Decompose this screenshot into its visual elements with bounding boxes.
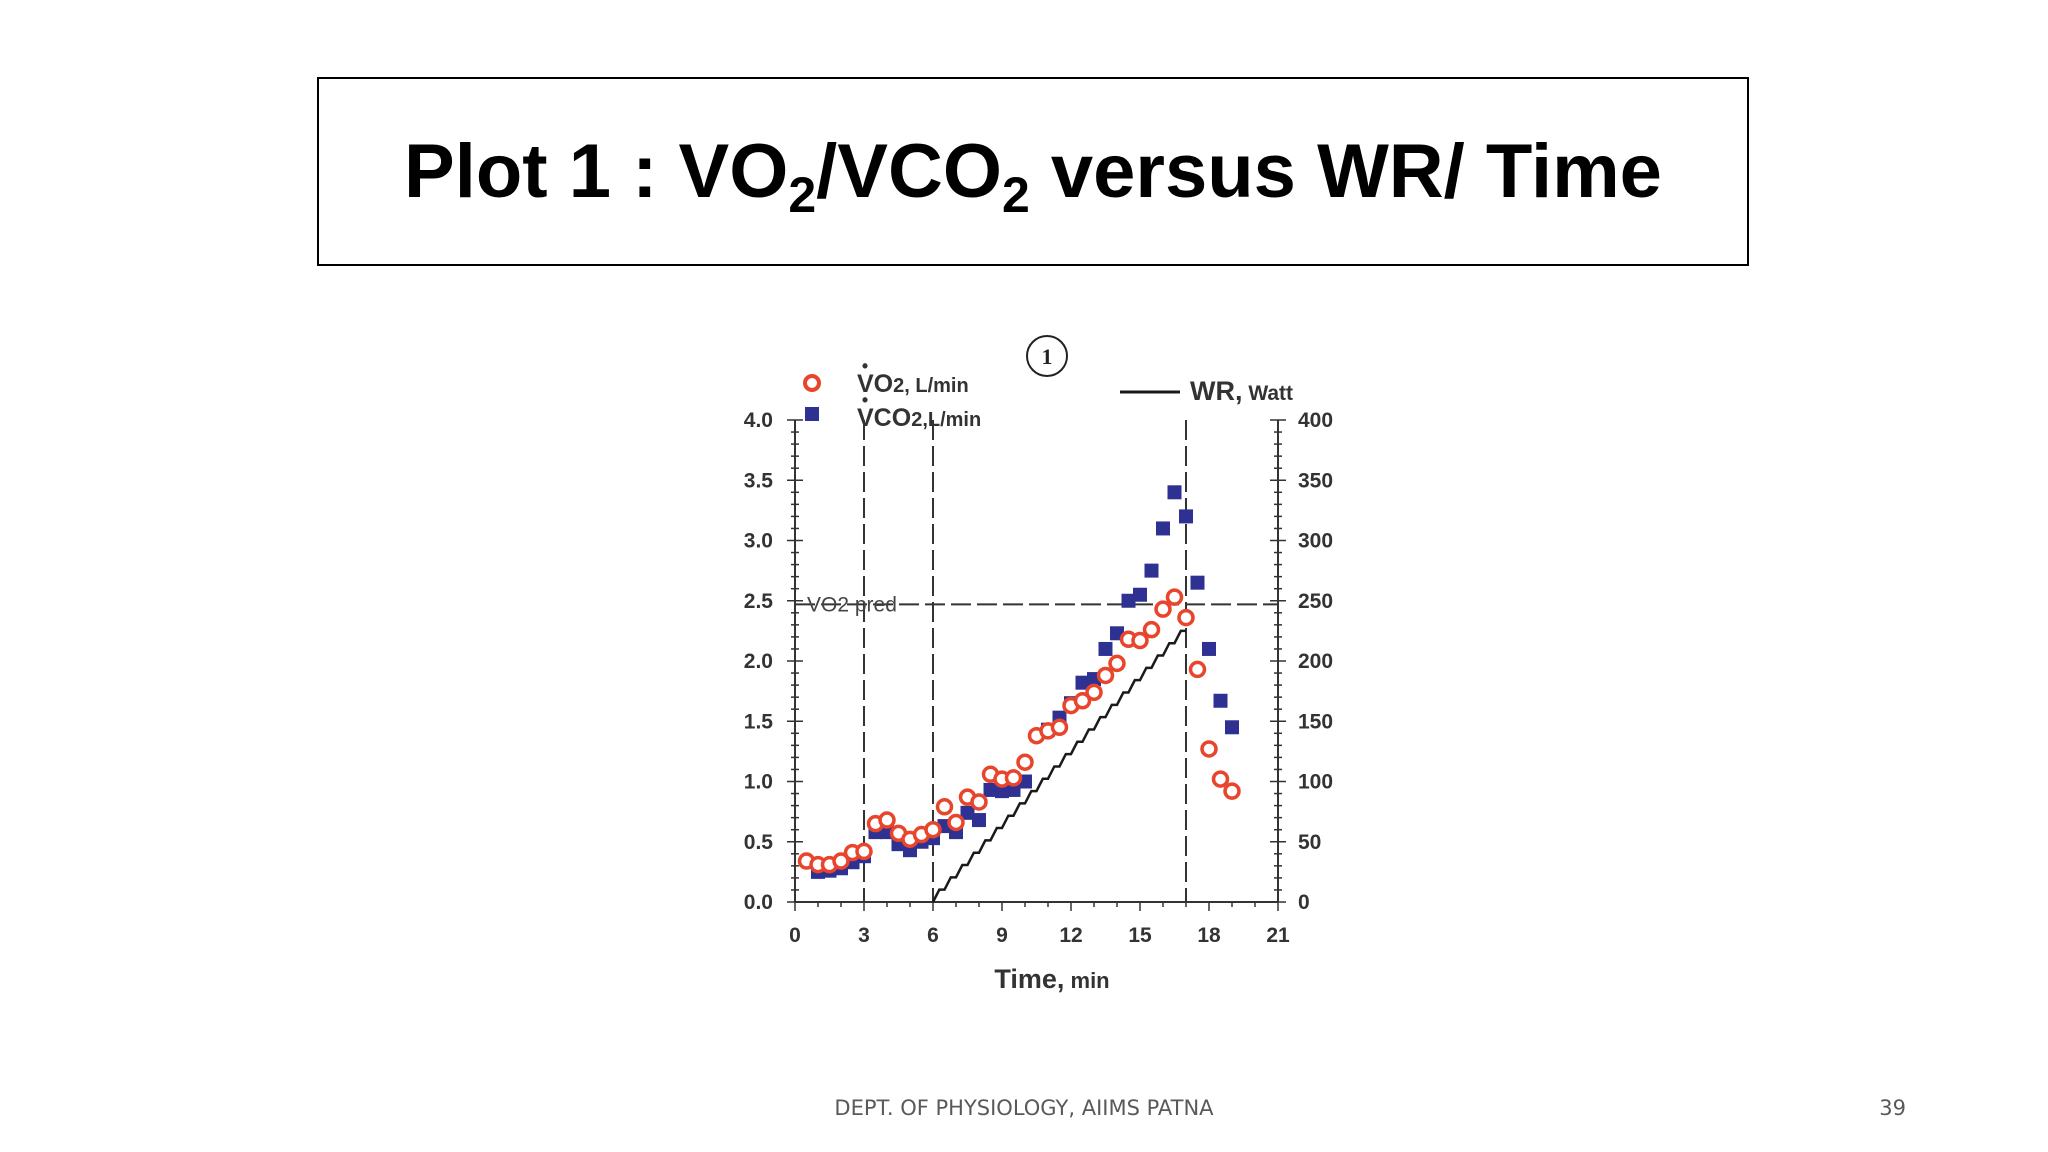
- wr-line: [931, 629, 1186, 903]
- y-right-tick-label: 150: [1298, 710, 1333, 733]
- vo2-series: [797, 588, 1241, 874]
- vo2-point: [832, 852, 850, 870]
- vco2-point: [960, 805, 975, 820]
- vo2-point: [970, 793, 988, 811]
- y-left-tick-label: 0.5: [744, 831, 774, 854]
- vo2-point: [1073, 692, 1092, 710]
- vco2-point: [1144, 563, 1159, 578]
- vo2-vco2-wr-chart: 1 • VO2, L/min • VCO2,L/min WR, Watt 0.0…: [744, 335, 1333, 994]
- vo2-point: [855, 842, 873, 861]
- slide-title: Plot 1 : VO2/VCO2 versus WR/ Time: [404, 129, 1662, 223]
- vo2-point: [1096, 666, 1115, 685]
- vo2-pred-annotation: VO2 pred: [807, 593, 897, 616]
- vco2-point: [983, 782, 998, 797]
- x-tick-label: 15: [1128, 924, 1152, 947]
- vco2-point: [1098, 641, 1113, 656]
- vco2-point: [1167, 485, 1182, 500]
- vo2-point: [878, 811, 896, 829]
- y-left-tick-label: 1.5: [744, 710, 774, 733]
- legend-vo2-dot: •: [862, 356, 868, 376]
- vco2-point: [1075, 675, 1090, 690]
- y-right-tick-label: 350: [1298, 469, 1333, 492]
- y-right-tick-label: 50: [1298, 831, 1321, 854]
- vco2-point: [1179, 509, 1193, 524]
- legend-vo2-marker: [803, 374, 821, 392]
- panel-marker-circle: [1026, 335, 1068, 377]
- x-tick-label: 9: [996, 924, 1008, 947]
- x-tick-label: 3: [858, 924, 870, 947]
- vo2-point: [1108, 654, 1126, 673]
- y-left-tick-label: 3.5: [744, 469, 774, 492]
- x-tick-label: 12: [1059, 924, 1082, 947]
- vo2-point: [1211, 770, 1230, 788]
- x-tick-label: 0: [789, 924, 801, 947]
- vo2-point: [1004, 769, 1023, 787]
- legend: • VO2, L/min • VCO2,L/min WR, Watt: [803, 356, 1293, 432]
- vo2-point: [1223, 782, 1241, 800]
- y-left-tick-label: 3.0: [744, 530, 773, 553]
- vo2-point: [1016, 753, 1034, 771]
- vco2-point: [1202, 641, 1216, 656]
- x-tick-label: 18: [1197, 924, 1221, 947]
- footer: DEPT. OF PHYSIOLOGY, AIIMS PATNA: [834, 1096, 1214, 1120]
- vo2-point: [1200, 740, 1218, 758]
- legend-wr-label: WR, Watt: [1190, 376, 1293, 406]
- vco2-point: [995, 784, 1009, 799]
- legend-vo2-label: VO2, L/min: [857, 370, 969, 398]
- wr-series: [931, 629, 1186, 903]
- y-left-tick-label: 0.0: [744, 891, 773, 914]
- title-box: Plot 1 : VO2/VCO2 versus WR/ Time: [317, 77, 1749, 266]
- y-right-tick-label: 400: [1298, 409, 1333, 432]
- vco2-point: [1133, 587, 1147, 602]
- vco2-point: [1121, 593, 1136, 608]
- y-left-tick-label: 4.0: [744, 409, 773, 432]
- vo2-point: [1165, 588, 1184, 606]
- x-tick-label: 21: [1266, 924, 1290, 947]
- vo2-point: [1188, 660, 1207, 679]
- y-right-tick-label: 200: [1298, 650, 1333, 673]
- vo2-point: [1142, 620, 1161, 639]
- x-axis-label: Time, min: [994, 964, 1109, 994]
- vco2-point: [1156, 521, 1170, 536]
- page-number: 39: [1879, 1096, 1906, 1120]
- vco2-point: [1225, 720, 1239, 735]
- y-right-tick-label: 100: [1298, 771, 1333, 794]
- vo2-point: [1085, 683, 1103, 702]
- vo2-point: [1131, 631, 1149, 650]
- vco2-point: [1190, 575, 1205, 590]
- panel-marker: 1: [1042, 344, 1053, 369]
- x-tick-label: 6: [927, 924, 939, 947]
- axes: 0.00.51.01.52.02.53.03.54.00501001502002…: [744, 409, 1333, 947]
- vo2-point: [1177, 608, 1195, 627]
- vo2-point: [935, 798, 954, 816]
- legend-vco2-dot: •: [862, 390, 868, 410]
- y-left-tick-label: 1.0: [744, 771, 773, 794]
- vo2-point: [1154, 600, 1172, 618]
- vo2-point: [1050, 718, 1069, 737]
- y-left-tick-label: 2.5: [744, 590, 774, 613]
- vco2-point: [1006, 782, 1021, 797]
- y-right-tick-label: 0: [1298, 891, 1310, 914]
- y-left-tick-label: 2.0: [744, 650, 773, 673]
- vo2-point: [924, 820, 942, 839]
- legend-vco2-label: VCO2,L/min: [857, 404, 981, 432]
- y-right-tick-label: 300: [1298, 530, 1333, 553]
- legend-vco2-marker: [805, 407, 819, 421]
- vo2-point: [947, 813, 965, 832]
- y-right-tick-label: 250: [1298, 590, 1333, 613]
- vco2-point: [972, 813, 986, 828]
- guide-lines: VO2 pred: [795, 420, 1278, 902]
- vco2-point: [1213, 693, 1228, 708]
